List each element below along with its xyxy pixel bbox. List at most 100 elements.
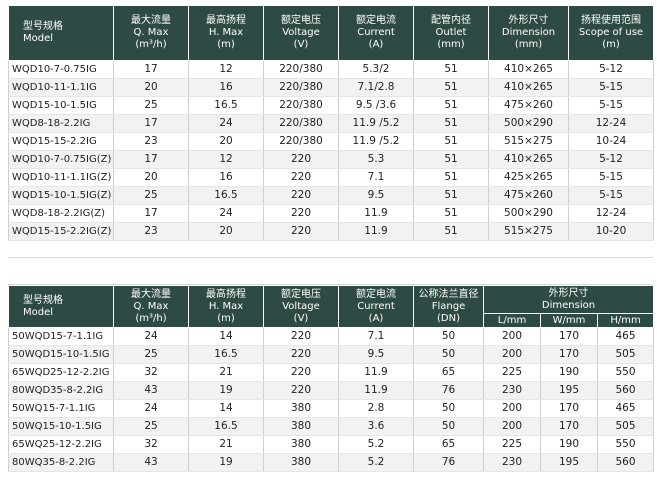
value-cell: 32 xyxy=(113,363,189,382)
dimension-subheader: W/mm xyxy=(540,313,598,328)
column-header-line: Dimension xyxy=(501,27,556,38)
value-cell: 220 xyxy=(263,186,339,205)
value-cell: 230 xyxy=(483,381,541,400)
value-cell: 475×260 xyxy=(488,186,569,205)
value-cell: 220/380 xyxy=(263,96,339,115)
column-header-line: 外形尺寸 xyxy=(508,15,549,26)
value-cell: 560 xyxy=(596,381,655,400)
value-cell: 14 xyxy=(188,399,264,418)
value-cell: 12 xyxy=(188,150,264,169)
column-header-line: 额定电压 xyxy=(281,288,321,300)
column-header-line: (mm) xyxy=(514,39,543,50)
value-cell: 170 xyxy=(540,345,598,364)
value-cell: 32 xyxy=(113,435,189,454)
table-row: WQD15-15-2.2IG(Z) 23 20 220 11.9 51 515×275 10-… xyxy=(8,222,654,241)
value-cell: 9.5 xyxy=(338,186,414,205)
value-cell: 5-12 xyxy=(568,60,654,79)
table-1-header: 型号规格 Model 最大流量 Q. Max (m³/h) 最高扬程 H. Max (m) 额定… xyxy=(8,5,654,61)
value-cell: 220 xyxy=(263,363,339,382)
model-cell: WQD15-10-1.5IG(Z) xyxy=(8,186,114,205)
column-header: 扬程使用范围 Scope of use (m) xyxy=(568,5,654,61)
value-cell: 76 xyxy=(413,381,484,400)
column-header-line: 额定电流 xyxy=(356,288,396,300)
value-cell: 65 xyxy=(413,435,484,454)
table-row: WQD15-10-1.5IG 25 16.5 220/380 9.5 /3.6 51 475… xyxy=(8,96,654,115)
value-cell: 3.6 xyxy=(338,417,414,436)
value-cell: 50 xyxy=(413,345,484,364)
column-header-line: 扬程使用范围 xyxy=(581,15,641,26)
model-cell: 50WQ15-7-1.1IG xyxy=(8,399,114,418)
value-cell: 20 xyxy=(113,168,189,187)
value-cell: 51 xyxy=(413,96,489,115)
value-cell: 21 xyxy=(188,363,264,382)
table-row: 80WQ35-8-2.2IG 43 19 380 5.2 76 230 195 560 xyxy=(8,453,655,472)
table-row: 50WQD15-10-1.5IG 25 16.5 220 9.5 50 200 170 505 xyxy=(8,345,655,364)
value-cell: 25 xyxy=(113,186,189,205)
column-header-line: Current xyxy=(357,300,395,312)
value-cell: 200 xyxy=(483,345,541,364)
column-header-line: Q. Max xyxy=(133,27,169,38)
column-header-line: H. Max xyxy=(208,300,244,312)
table-row: 65WQD25-12-2.2IG 32 21 220 11.9 65 225 190 550 xyxy=(8,363,655,382)
value-cell: 11.9 /5.2 xyxy=(338,114,414,133)
model-cell: 50WQD15-7-1.1IG xyxy=(8,327,114,346)
value-cell: 24 xyxy=(113,399,189,418)
value-cell: 220 xyxy=(263,222,339,241)
column-header-line: Q. Max xyxy=(133,300,169,312)
dimension-subheader: H/mm xyxy=(596,313,655,328)
dimension-subheader: L/mm xyxy=(483,313,541,328)
column-header-line: (DN) xyxy=(437,312,460,324)
value-cell: 17 xyxy=(113,114,189,133)
column-header-line: Voltage xyxy=(282,300,320,312)
value-cell: 410×265 xyxy=(488,60,569,79)
value-cell: 5.3 xyxy=(338,150,414,169)
column-header-line: 额定电流 xyxy=(356,15,396,26)
value-cell: 16.5 xyxy=(188,186,264,205)
column-header-line: Current xyxy=(357,27,395,38)
value-cell: 51 xyxy=(413,168,489,187)
value-cell: 5-15 xyxy=(568,96,654,115)
value-cell: 515×275 xyxy=(488,222,569,241)
value-cell: 5-15 xyxy=(568,186,654,205)
value-cell: 500×290 xyxy=(488,204,569,223)
dimension-header: 外形尺寸 Dimension xyxy=(482,285,655,314)
value-cell: 20 xyxy=(188,132,264,151)
value-cell: 50 xyxy=(413,399,484,418)
column-header-line: Voltage xyxy=(282,27,320,38)
column-header-line: 最高扬程 xyxy=(206,288,246,300)
value-cell: 19 xyxy=(188,453,264,472)
model-cell: WQD10-7-0.75IG(Z) xyxy=(8,150,114,169)
value-cell: 220 xyxy=(263,168,339,187)
value-cell: 50 xyxy=(413,417,484,436)
column-header-line: 外形尺寸 xyxy=(548,287,589,299)
table-row: 50WQ15-7-1.1IG 24 14 380 2.8 50 200 170 465 xyxy=(8,399,655,418)
table-row: WQD10-7-0.75IG(Z) 17 12 220 5.3 51 410×265 5-12 xyxy=(8,150,654,169)
column-header-line: Outlet xyxy=(435,27,467,38)
value-cell: 190 xyxy=(540,363,598,382)
value-cell: 195 xyxy=(540,381,598,400)
column-header-line: Flange xyxy=(431,300,466,312)
column-header-line: 最大流量 xyxy=(131,288,171,300)
value-cell: 170 xyxy=(540,399,598,418)
column-header: 型号规格 Model xyxy=(8,5,114,61)
table-row: WQD8-18-2.2IG(Z) 17 24 220 11.9 51 500×290 12-2… xyxy=(8,204,654,223)
column-header: 额定电压 Voltage (V) xyxy=(263,5,339,61)
value-cell: 43 xyxy=(113,381,189,400)
value-cell: 12 xyxy=(188,60,264,79)
value-cell: 505 xyxy=(596,345,655,364)
value-cell: 20 xyxy=(188,222,264,241)
model-cell: WQD10-7-0.75IG xyxy=(8,60,114,79)
value-cell: 51 xyxy=(413,114,489,133)
model-cell: 50WQ15-10-1.5IG xyxy=(8,417,114,436)
value-cell: 9.5 xyxy=(338,345,414,364)
value-cell: 9.5 /3.6 xyxy=(338,96,414,115)
table-row: WQD8-18-2.2IG 17 24 220/380 11.9 /5.2 51 500×2… xyxy=(8,114,654,133)
value-cell: 65 xyxy=(413,363,484,382)
value-cell: 51 xyxy=(413,60,489,79)
value-cell: 220/380 xyxy=(263,78,339,97)
value-cell: 24 xyxy=(113,327,189,346)
value-cell: 7.1 xyxy=(338,168,414,187)
column-header-line: (mm) xyxy=(437,39,465,50)
value-cell: 11.9 xyxy=(338,204,414,223)
value-cell: 7.1 xyxy=(338,327,414,346)
